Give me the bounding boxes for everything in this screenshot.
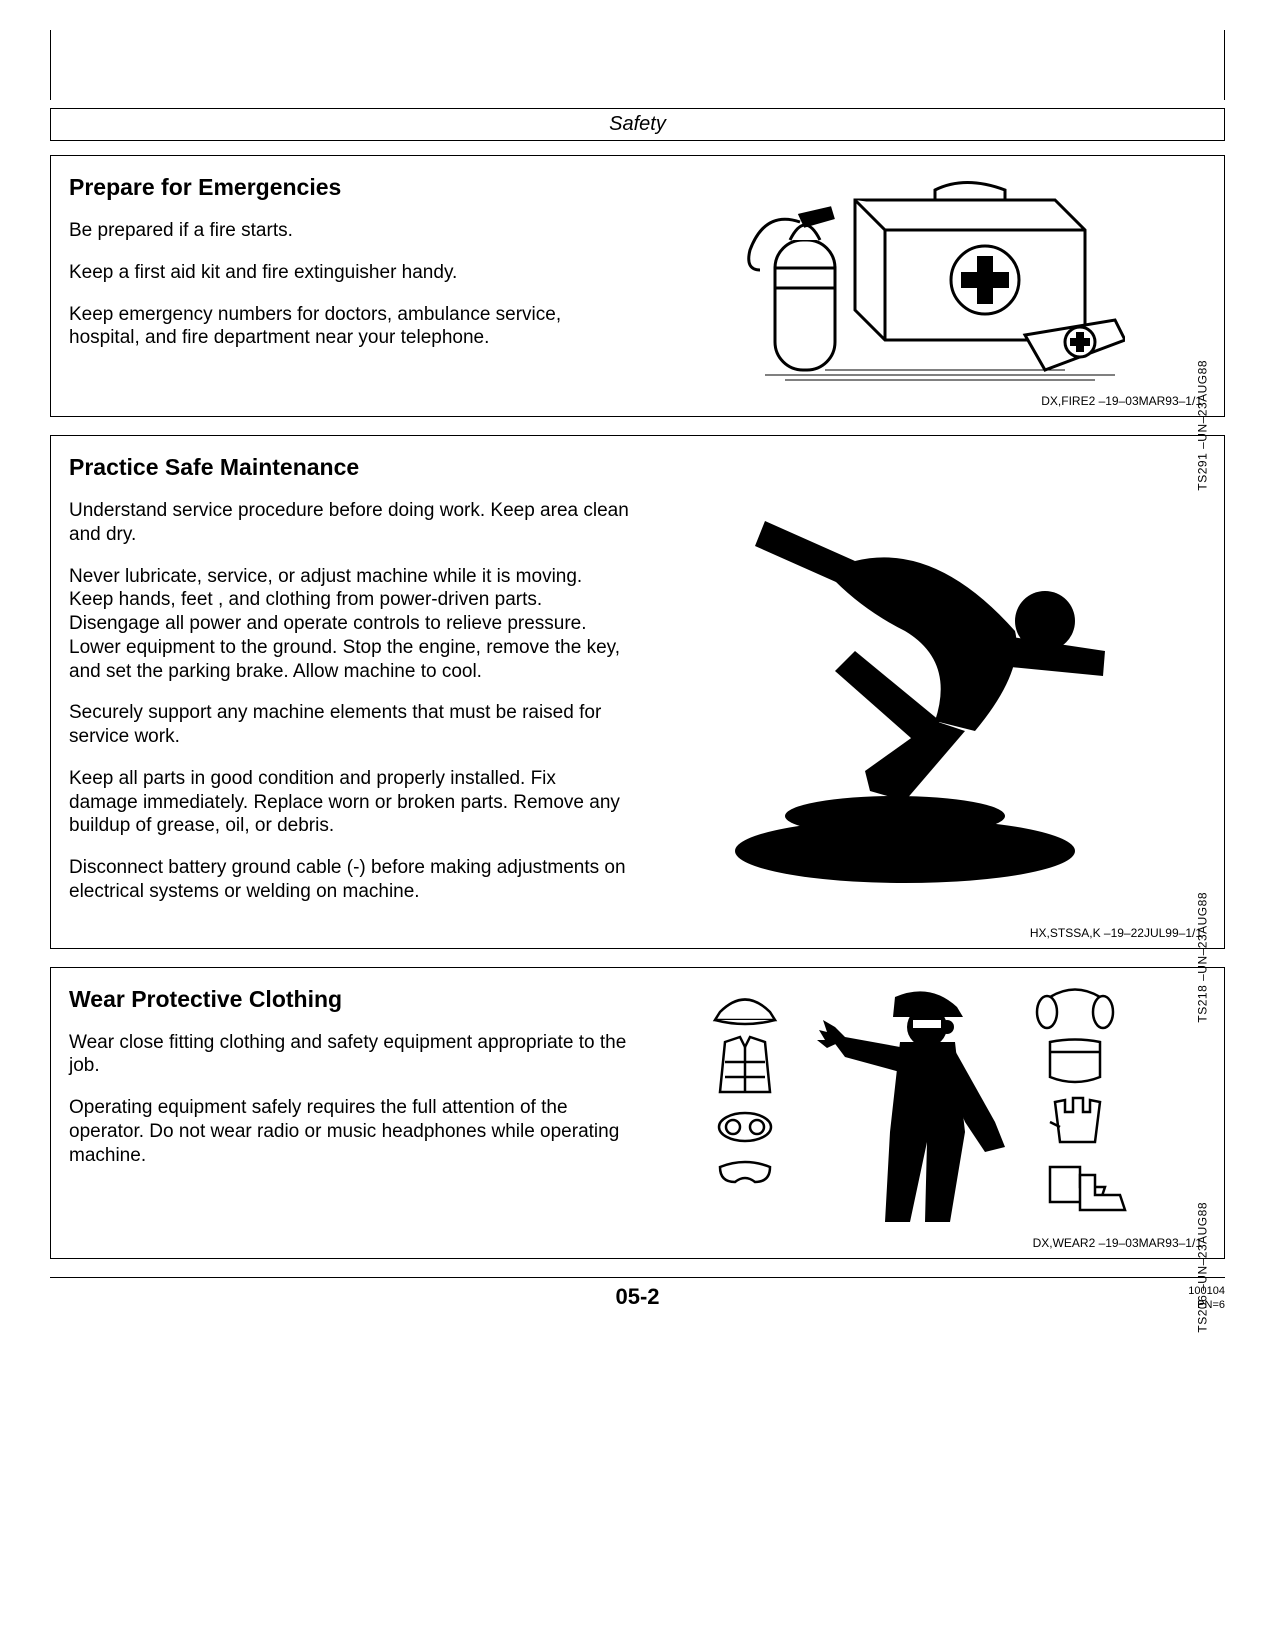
footer-meta: 100104 PN=6 — [1188, 1284, 1225, 1313]
section-header: Safety — [50, 108, 1225, 141]
paragraph: Disconnect battery ground cable (-) befo… — [69, 856, 629, 904]
paragraph: Keep a first aid kit and fire extinguish… — [69, 261, 629, 285]
paragraph: Securely support any machine elements th… — [69, 701, 629, 749]
illustration-column: TS206 –UN–23AUG88 — [649, 982, 1206, 1232]
section-title: Practice Safe Maintenance — [69, 454, 629, 481]
header-title: Safety — [609, 113, 666, 135]
section-foot-code: DX,FIRE2 –19–03MAR93–1/1 — [69, 394, 1206, 408]
text-column: Wear Protective Clothing Wear close fitt… — [69, 982, 629, 1232]
illustration-column: TS291 –UN–23AUG88 — [649, 170, 1206, 390]
page-footer: 05-2 100104 PN=6 — [50, 1277, 1225, 1310]
paragraph: Never lubricate, service, or adjust mach… — [69, 565, 629, 684]
section-maintenance: Practice Safe Maintenance Understand ser… — [50, 435, 1225, 949]
section-protective-clothing: Wear Protective Clothing Wear close fitt… — [50, 967, 1225, 1259]
illustration-column: TS218 –UN–23AUG88 — [649, 450, 1206, 922]
text-column: Prepare for Emergencies Be prepared if a… — [69, 170, 629, 390]
section-emergencies: Prepare for Emergencies Be prepared if a… — [50, 155, 1225, 417]
section-foot-code: DX,WEAR2 –19–03MAR93–1/1 — [69, 1236, 1206, 1250]
paragraph: Understand service procedure before doin… — [69, 499, 629, 547]
paragraph: Operating equipment safely requires the … — [69, 1096, 629, 1167]
paragraph: Keep all parts in good condition and pro… — [69, 767, 629, 838]
text-column: Practice Safe Maintenance Understand ser… — [69, 450, 629, 922]
ppe-icon — [695, 982, 1135, 1232]
slip-hazard-icon — [705, 471, 1125, 901]
section-foot-code: HX,STSSA,K –19–22JUL99–1/1 — [69, 926, 1206, 940]
section-title: Wear Protective Clothing — [69, 986, 629, 1013]
image-side-code: TS206 –UN–23AUG88 — [1196, 1202, 1210, 1333]
paragraph: Keep emergency numbers for doctors, ambu… — [69, 303, 629, 351]
page-number: 05-2 — [615, 1284, 659, 1309]
section-title: Prepare for Emergencies — [69, 174, 629, 201]
first-aid-kit-icon — [705, 170, 1125, 390]
doc-code: 100104 — [1188, 1284, 1225, 1298]
pn-code: PN=6 — [1188, 1298, 1225, 1312]
paragraph: Be prepared if a fire starts. — [69, 219, 629, 243]
page: Safety Prepare for Emergencies Be prepar… — [0, 0, 1275, 1340]
paragraph: Wear close fitting clothing and safety e… — [69, 1031, 629, 1079]
top-rule-box — [50, 30, 1225, 100]
